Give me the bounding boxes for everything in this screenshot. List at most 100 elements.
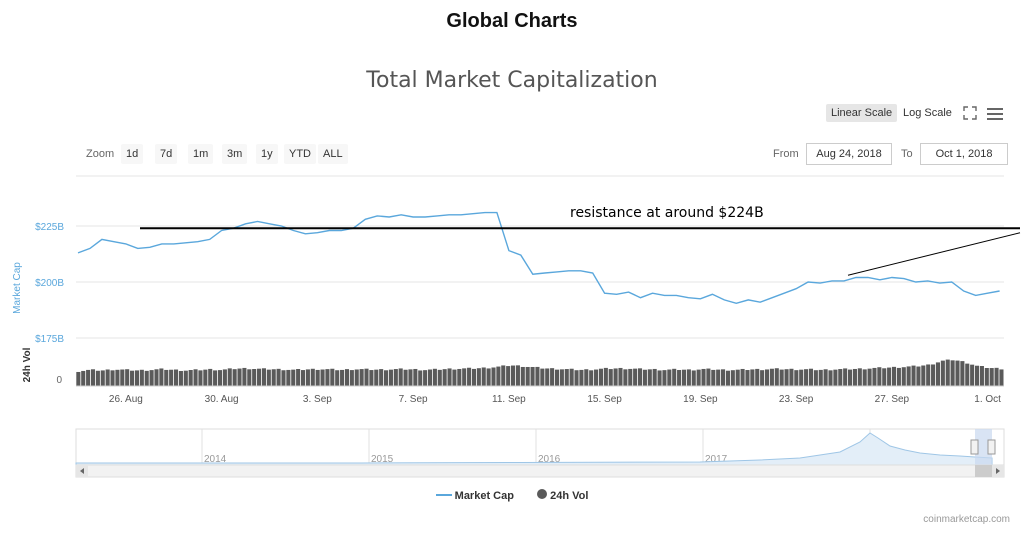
volume-zero-label: 0 xyxy=(56,375,62,386)
volume-bar xyxy=(100,370,105,386)
volume-bar xyxy=(90,369,96,386)
volume-bar xyxy=(867,368,872,386)
zoom-all-button[interactable]: ALL xyxy=(318,144,348,164)
volume-bar xyxy=(906,366,911,386)
volume-bar xyxy=(369,370,374,386)
market-cap-chart: $225B $200B $175B Market Cap 24h Vol 0 res… xyxy=(12,175,1021,478)
volume-bar xyxy=(608,369,613,386)
support-trend-line xyxy=(847,232,1021,276)
volume-bar xyxy=(696,369,701,386)
volume-bar xyxy=(247,369,252,386)
volume-bar xyxy=(208,368,213,386)
scrollbar-track[interactable] xyxy=(75,464,1005,478)
volume-bar xyxy=(154,369,159,386)
x-tick-label: 3. Sep xyxy=(303,394,332,405)
volume-bar xyxy=(740,368,745,386)
chart-title: Total Market Capitalization xyxy=(366,68,658,93)
volume-bar xyxy=(799,369,804,386)
volume-bar xyxy=(125,369,130,386)
volume-bar xyxy=(510,365,516,386)
volume-bar xyxy=(183,370,188,386)
zoom-7d-button[interactable]: 7d xyxy=(155,144,178,164)
volume-bar xyxy=(589,370,594,386)
volume-bar xyxy=(672,368,677,386)
log-scale-button[interactable]: Log Scale xyxy=(903,107,952,119)
scrollbar-thumb[interactable] xyxy=(975,465,992,477)
volume-bar xyxy=(130,370,135,386)
volume-bar xyxy=(432,368,437,386)
legend-market-cap[interactable]: Market Cap xyxy=(435,490,514,502)
x-tick-label: 27. Sep xyxy=(875,394,910,405)
volume-bar xyxy=(520,366,525,386)
volume-bar xyxy=(706,368,711,386)
volume-bar xyxy=(804,369,809,386)
volume-bar xyxy=(232,369,237,386)
volume-bar xyxy=(579,369,584,386)
volume-bar xyxy=(808,368,814,386)
volume-bar xyxy=(452,369,457,386)
linear-scale-button[interactable]: Linear Scale xyxy=(826,104,898,122)
volume-bar xyxy=(462,368,467,386)
volume-bar xyxy=(691,370,696,386)
menu-icon[interactable] xyxy=(987,108,1003,120)
volume-bar xyxy=(173,369,179,386)
volume-bar xyxy=(926,364,931,386)
credit-link[interactable]: coinmarketcap.com xyxy=(923,514,1010,525)
volume-bar xyxy=(496,366,501,386)
volume-bar xyxy=(300,370,306,386)
volume-bar xyxy=(701,368,706,386)
legend-24h-vol[interactable]: 24h Vol xyxy=(537,489,588,502)
zoom-3m-button[interactable]: 3m xyxy=(222,144,248,164)
volume-bar xyxy=(989,368,994,386)
volume-bar xyxy=(105,369,110,386)
zoom-1m-button[interactable]: 1m xyxy=(188,144,214,164)
volume-legend-icon xyxy=(537,489,548,499)
from-label: From xyxy=(773,148,799,160)
navigator-handle-left[interactable] xyxy=(970,439,979,455)
fullscreen-icon[interactable] xyxy=(963,106,977,120)
volume-bar xyxy=(857,368,862,386)
volume-bar xyxy=(530,366,535,386)
x-tick-label: 7. Sep xyxy=(399,394,428,405)
volume-bar xyxy=(315,369,320,386)
to-date-input[interactable]: Oct 1, 2018 xyxy=(920,143,1008,165)
volume-bar xyxy=(628,368,633,386)
volume-bar xyxy=(242,367,247,386)
volume-bar xyxy=(735,369,740,386)
volume-bar xyxy=(427,369,433,386)
volume-bar xyxy=(76,371,81,386)
volume-bar xyxy=(642,369,647,386)
volume-bar xyxy=(95,370,100,386)
volume-bar xyxy=(320,369,325,386)
volume-bar xyxy=(760,370,765,386)
volume-bar xyxy=(457,368,462,386)
volume-bar xyxy=(769,368,774,386)
volume-bar xyxy=(296,369,301,386)
volume-bar xyxy=(970,364,975,386)
volume-bar xyxy=(974,365,980,386)
zoom-1d-button[interactable]: 1d xyxy=(121,144,144,164)
zoom-1y-button[interactable]: 1y xyxy=(256,144,278,164)
volume-bar xyxy=(848,369,853,386)
from-date-input[interactable]: Aug 24, 2018 xyxy=(806,143,892,165)
volume-bar xyxy=(188,370,193,386)
volume-bar xyxy=(447,368,452,386)
volume-bar xyxy=(882,368,887,386)
zoom-ytd-button[interactable]: YTD xyxy=(284,144,316,164)
volume-bar xyxy=(618,367,623,386)
volume-bar xyxy=(559,369,564,386)
volume-bar xyxy=(950,360,955,386)
volume-bar xyxy=(945,359,950,386)
volume-bar xyxy=(774,368,779,386)
volume-bar xyxy=(305,369,310,386)
volume-bar xyxy=(388,369,393,386)
navigator-handle-right[interactable] xyxy=(987,439,996,455)
y-tick-label: $200B xyxy=(35,278,64,289)
volume-bar xyxy=(838,369,843,386)
navigator-selection[interactable] xyxy=(975,429,992,465)
volume-bar xyxy=(813,370,818,386)
scroll-left-arrow-icon xyxy=(80,468,84,474)
volume-bar xyxy=(872,367,877,386)
market-cap-legend-icon xyxy=(435,494,452,496)
volume-bar xyxy=(681,369,687,386)
